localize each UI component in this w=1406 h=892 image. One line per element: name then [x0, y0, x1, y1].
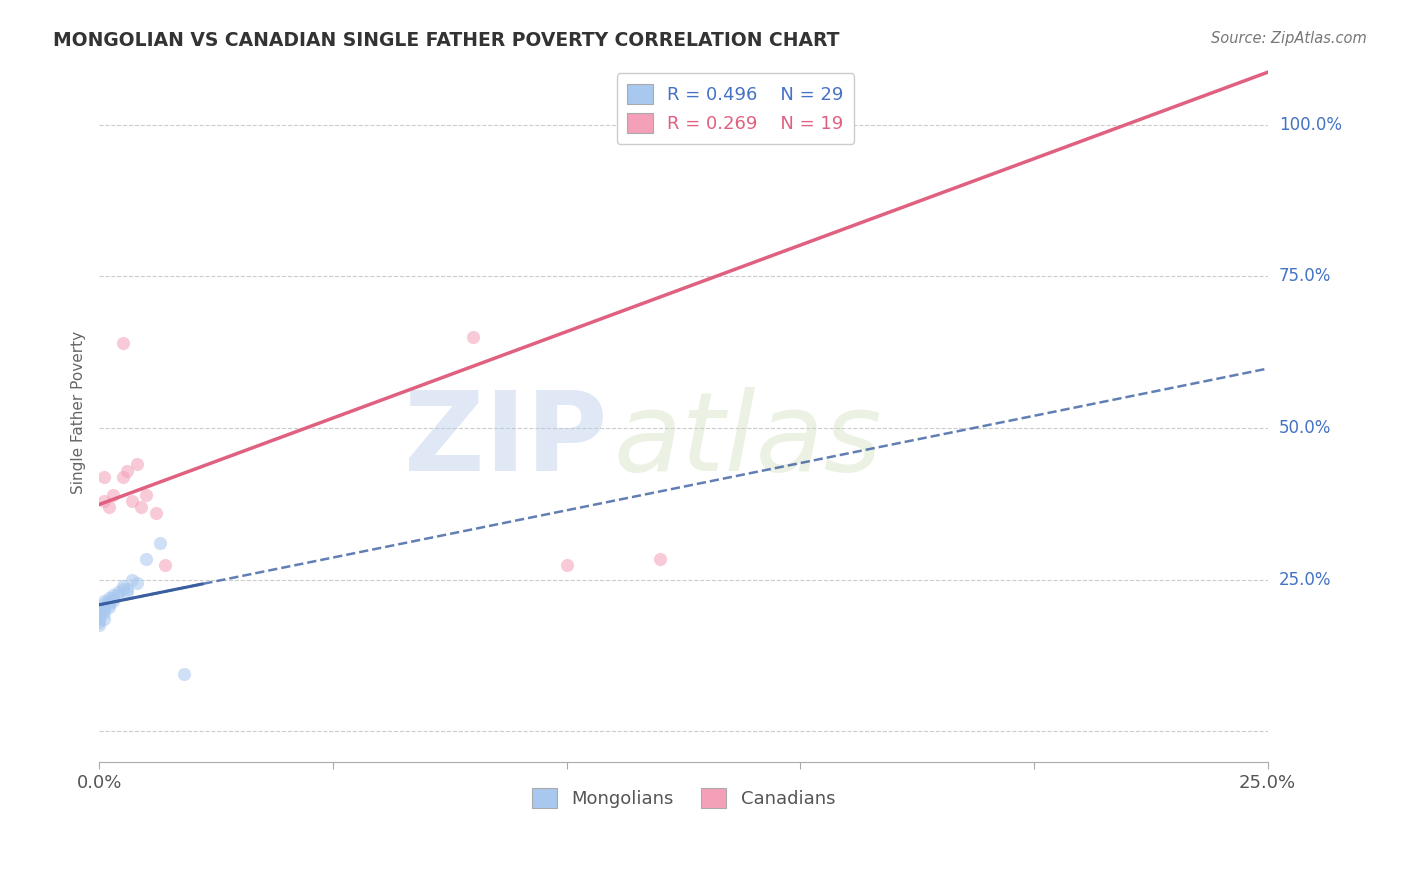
Text: 100.0%: 100.0%	[1279, 116, 1341, 134]
Text: ZIP: ZIP	[405, 387, 607, 494]
Point	[135, 488, 157, 502]
Point	[97, 591, 120, 605]
Point	[117, 582, 139, 596]
Point	[93, 603, 115, 617]
Point	[107, 585, 129, 599]
Point	[93, 494, 115, 508]
Point	[135, 551, 157, 566]
Point	[153, 558, 176, 572]
Point	[766, 127, 789, 141]
Point	[89, 615, 111, 630]
Point	[97, 594, 120, 608]
Point	[145, 506, 167, 520]
Text: atlas: atlas	[613, 387, 882, 494]
Point	[121, 573, 143, 587]
Point	[111, 582, 134, 596]
Point	[107, 588, 129, 602]
Point	[89, 612, 111, 626]
Point	[103, 488, 125, 502]
Point	[125, 575, 148, 590]
Point	[93, 606, 115, 620]
Text: 50.0%: 50.0%	[1279, 419, 1331, 437]
Point	[149, 536, 172, 550]
Y-axis label: Single Father Poverty: Single Father Poverty	[72, 331, 86, 494]
Legend: Mongolians, Canadians: Mongolians, Canadians	[524, 781, 842, 815]
Point	[97, 500, 120, 514]
Point	[93, 597, 115, 611]
Point	[89, 609, 111, 624]
Point	[131, 500, 153, 514]
Point	[111, 336, 134, 351]
Point	[103, 594, 125, 608]
Point	[93, 600, 115, 615]
Point	[111, 469, 134, 483]
Point	[93, 594, 115, 608]
Point	[97, 600, 120, 615]
Point	[93, 612, 115, 626]
Point	[89, 606, 111, 620]
Point	[125, 458, 148, 472]
Point	[111, 579, 134, 593]
Point	[789, 124, 811, 138]
Point	[463, 330, 485, 344]
Point	[103, 591, 125, 605]
Point	[93, 469, 115, 483]
Point	[117, 585, 139, 599]
Point	[173, 666, 195, 681]
Point	[97, 597, 120, 611]
Text: MONGOLIAN VS CANADIAN SINGLE FATHER POVERTY CORRELATION CHART: MONGOLIAN VS CANADIAN SINGLE FATHER POVE…	[53, 31, 839, 50]
Point	[555, 558, 578, 572]
Point	[89, 618, 111, 632]
Text: 25.0%: 25.0%	[1279, 571, 1331, 589]
Point	[121, 494, 143, 508]
Point	[103, 588, 125, 602]
Point	[650, 551, 672, 566]
Text: Source: ZipAtlas.com: Source: ZipAtlas.com	[1211, 31, 1367, 46]
Text: 75.0%: 75.0%	[1279, 268, 1331, 285]
Point	[117, 464, 139, 478]
Point	[742, 124, 765, 138]
